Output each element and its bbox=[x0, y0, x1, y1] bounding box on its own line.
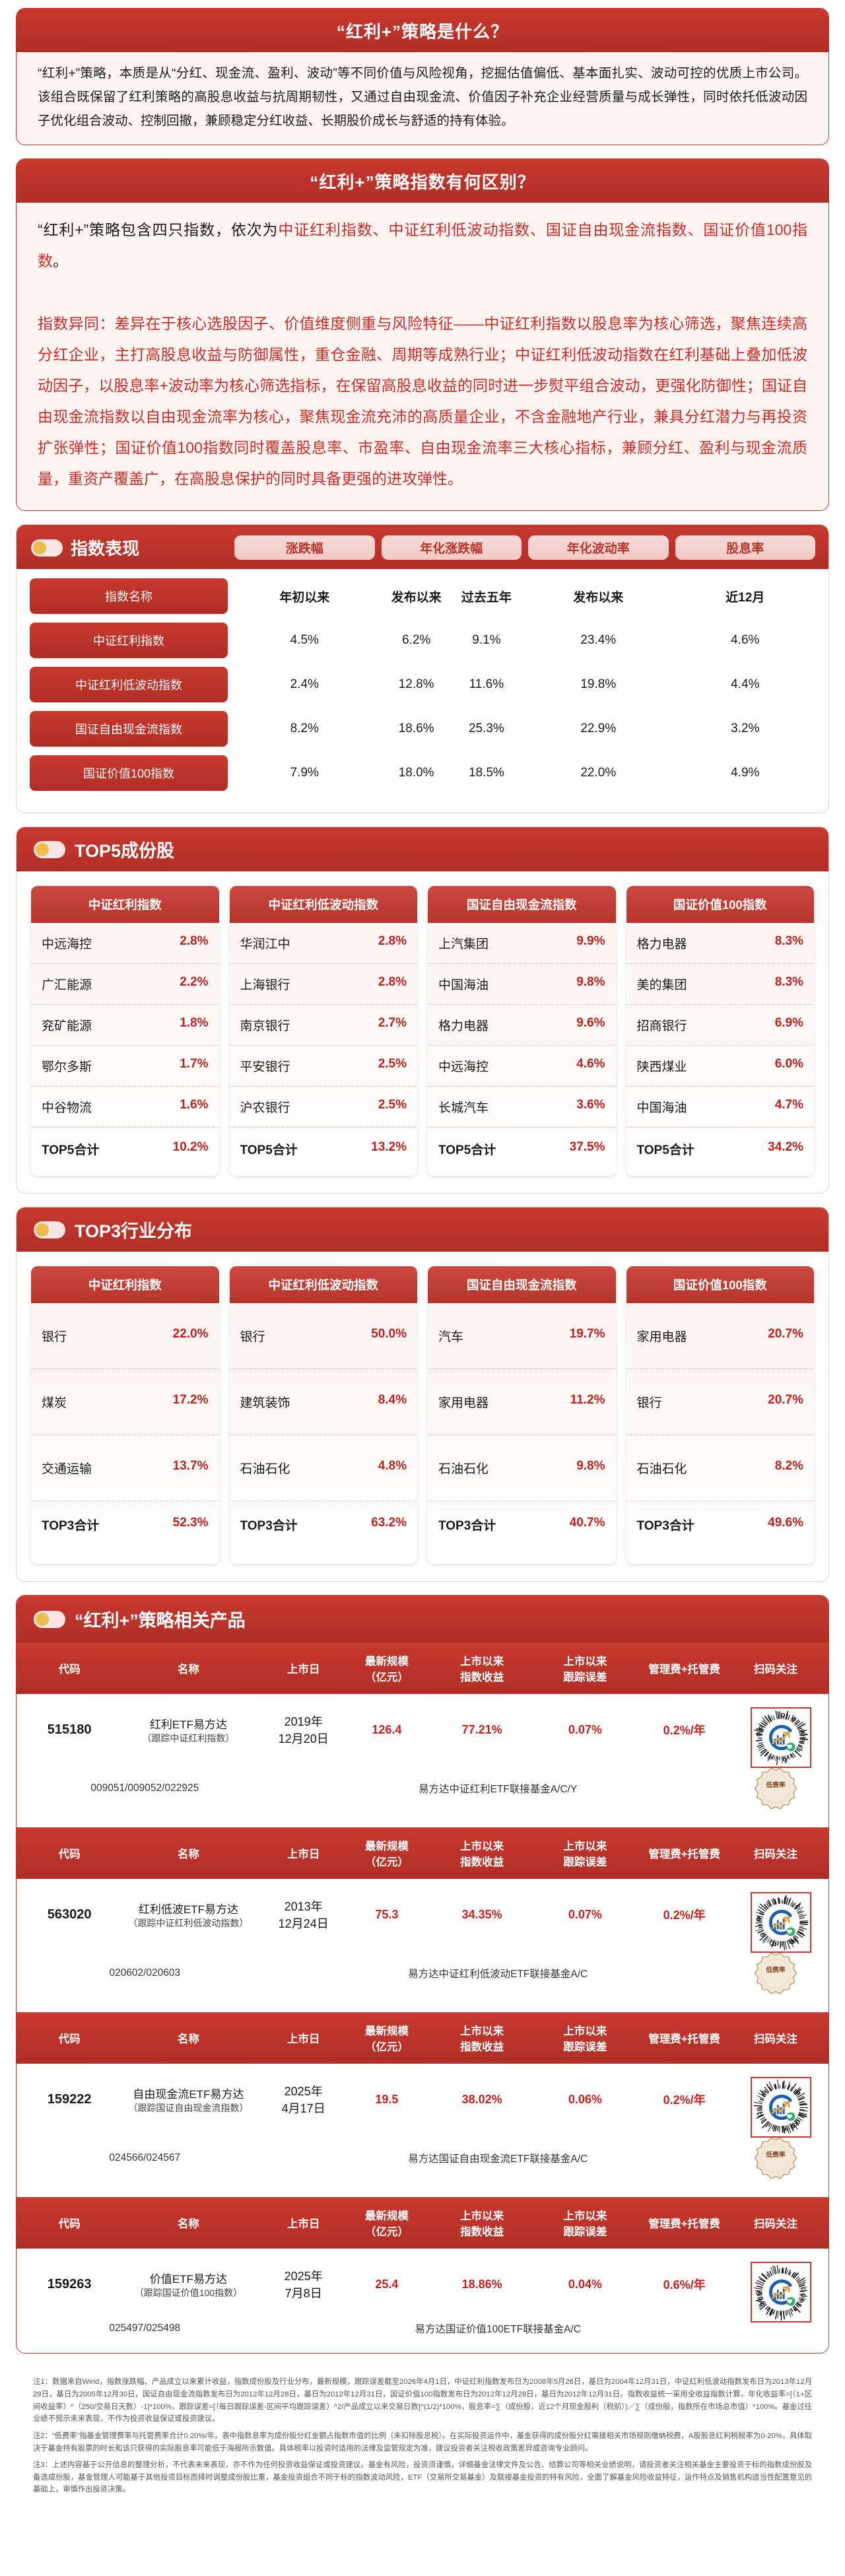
svg-text:低费率: 低费率 bbox=[765, 1780, 786, 1789]
svg-text:低费率: 低费率 bbox=[765, 1965, 786, 1974]
svg-text:低费率: 低费率 bbox=[765, 2150, 786, 2159]
